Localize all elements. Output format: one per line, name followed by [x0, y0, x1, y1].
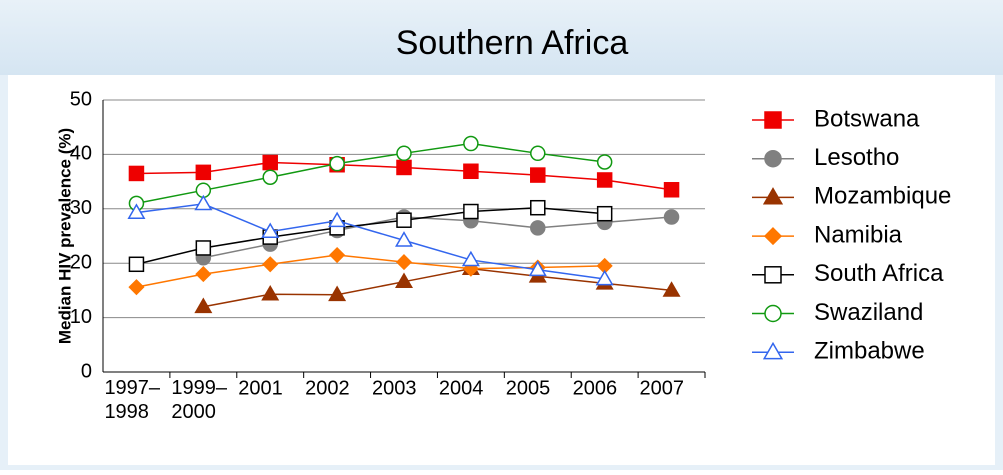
x-tick-line: 1998 — [104, 401, 149, 423]
marker — [530, 167, 546, 183]
marker — [596, 205, 613, 222]
panel — [8, 75, 995, 465]
marker — [764, 266, 782, 284]
marker — [528, 260, 547, 277]
x-tick-label: 2002 — [305, 377, 350, 399]
x-tick-line: 2000 — [171, 401, 216, 423]
x-tick-line: 1999– — [171, 377, 227, 399]
marker — [394, 231, 414, 247]
marker — [764, 111, 782, 129]
marker — [395, 254, 413, 271]
marker — [195, 164, 212, 181]
x-tick-line: 1997– — [104, 377, 160, 399]
marker — [662, 281, 681, 297]
y-axis-label: Median HIV prevalence (%) — [55, 128, 74, 344]
series-line — [136, 203, 605, 280]
marker — [396, 159, 412, 176]
marker — [128, 256, 145, 273]
series-line — [203, 216, 672, 259]
x-tick-label: 2007 — [640, 377, 685, 399]
marker — [329, 155, 345, 172]
marker — [328, 211, 347, 228]
series-line — [136, 142, 605, 205]
marker — [195, 240, 212, 256]
marker — [463, 163, 479, 180]
marker — [530, 145, 546, 162]
x-tick-label: 2005 — [506, 377, 551, 399]
legend-label: Zimbabwe — [814, 338, 925, 365]
legend-label: Mozambique — [814, 183, 951, 210]
marker — [463, 135, 479, 152]
marker — [262, 154, 278, 171]
marker — [663, 209, 680, 225]
marker — [262, 256, 279, 273]
marker — [396, 145, 412, 162]
legend-label: Lesotho — [814, 144, 899, 171]
marker — [764, 149, 782, 168]
marker — [262, 169, 278, 185]
marker — [127, 203, 146, 219]
header — [0, 0, 1003, 75]
y-tick-label: 50 — [70, 88, 92, 110]
x-tick-label: 1997– 1998 — [104, 377, 160, 423]
marker — [194, 194, 213, 211]
marker — [461, 250, 480, 267]
marker — [194, 297, 213, 314]
y-tick-label: 40 — [70, 143, 92, 165]
marker — [763, 227, 783, 246]
x-tick-label: 2001 — [238, 377, 283, 399]
y-tick-label: 20 — [70, 251, 92, 273]
marker — [329, 246, 346, 264]
marker — [328, 285, 347, 302]
x-tick-label: 2006 — [573, 377, 618, 399]
x-tick-label: 2003 — [372, 377, 417, 399]
marker — [128, 279, 145, 296]
marker — [261, 285, 280, 301]
y-tick-label: 30 — [70, 197, 92, 219]
marker — [762, 187, 784, 205]
series-line — [136, 206, 605, 266]
legend-label: South Africa — [814, 260, 944, 287]
y-tick-label: 10 — [70, 306, 92, 328]
marker — [463, 203, 479, 220]
marker — [396, 212, 412, 228]
marker — [663, 182, 680, 198]
marker — [596, 154, 613, 170]
marker — [762, 341, 784, 360]
marker — [261, 222, 280, 238]
chart-title: Southern Africa — [396, 24, 629, 62]
marker — [596, 172, 613, 188]
series-line — [203, 267, 672, 308]
x-tick-label: 1999– 2000 — [171, 377, 227, 423]
marker — [530, 220, 546, 236]
marker — [595, 269, 614, 286]
marker — [195, 266, 212, 283]
marker — [128, 165, 145, 182]
legend-label: Swaziland — [814, 299, 923, 326]
legend-label: Botswana — [814, 105, 920, 132]
marker — [530, 199, 546, 216]
marker — [764, 304, 782, 323]
x-tick-label: 2004 — [439, 377, 484, 399]
marker — [394, 272, 414, 289]
y-tick-label: 0 — [81, 360, 92, 382]
legend-label: Namibia — [814, 221, 903, 248]
